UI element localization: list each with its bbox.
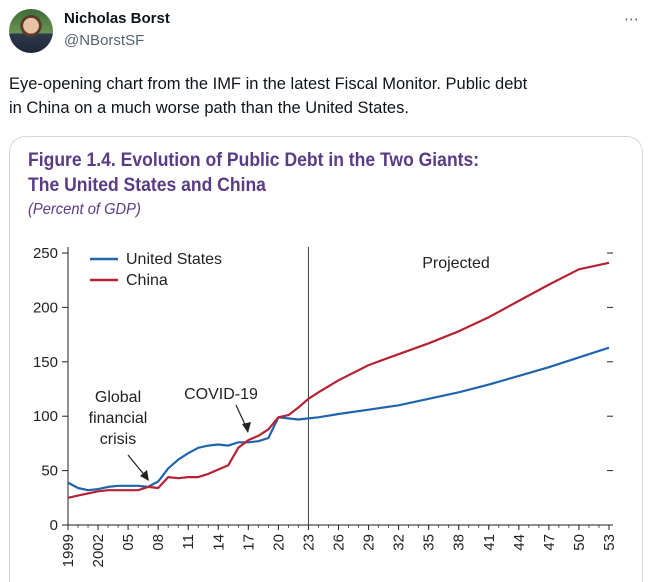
figure-title-line: Figure 1.4. Evolution of Public Debt in … <box>28 149 480 171</box>
x-tick-label: 35 <box>421 534 438 551</box>
gfc-annotation-line: financial <box>89 410 148 427</box>
avatar[interactable] <box>9 9 53 53</box>
y-tick-label: 200 <box>33 299 58 316</box>
x-tick-label: 47 <box>541 534 558 551</box>
x-tick-label: 38 <box>451 534 468 551</box>
china-debt-line <box>67 261 610 499</box>
legend-label-us: United States <box>126 251 222 268</box>
x-tick-label: 32 <box>391 534 408 551</box>
x-tick-label: 17 <box>240 534 257 551</box>
more-options-icon[interactable]: ⋯ <box>624 11 640 28</box>
x-tick-label: 41 <box>481 534 498 551</box>
x-tick-label: 1999 <box>60 534 77 567</box>
author-name[interactable]: Nicholas Borst <box>64 10 170 27</box>
x-tick-label: 08 <box>150 534 167 551</box>
y-tick-label: 250 <box>33 245 58 262</box>
figure-subtitle: (Percent of GDP) <box>28 201 141 218</box>
covid-arrowhead <box>242 422 251 433</box>
y-tick-label: 50 <box>41 463 58 480</box>
projected-label: Projected <box>422 255 490 272</box>
y-tick-label: 0 <box>50 517 58 534</box>
x-tick-label: 20 <box>270 534 287 551</box>
x-tick-label: 11 <box>180 534 197 550</box>
gfc-annotation-line: Global <box>95 389 141 406</box>
x-tick-label: 23 <box>300 534 317 551</box>
x-tick-label: 53 <box>601 534 618 551</box>
x-tick-label: 29 <box>361 534 378 551</box>
author-handle[interactable]: @NBorstSF <box>64 32 145 49</box>
us-debt-line <box>67 346 610 492</box>
gfc-arrow <box>127 454 147 478</box>
gfc-annotation-line: crisis <box>100 431 136 448</box>
chart-image[interactable]: Figure 1.4. Evolution of Public Debt in … <box>9 136 643 582</box>
tweet-text-line: Eye-opening chart from the IMF in the la… <box>9 75 528 93</box>
gfc-arrowhead <box>140 470 149 481</box>
x-tick-label: 44 <box>511 534 528 551</box>
x-tick-label: 14 <box>210 534 227 551</box>
x-tick-label: 05 <box>120 534 137 551</box>
figure-title-line: The United States and China <box>28 174 266 196</box>
debt-chart: 0 50 100 150 200 250 1999 2002 05 08 11 14 17 20 23 26 2… <box>33 245 618 567</box>
y-tick-label: 100 <box>33 408 58 425</box>
covid-annotation: COVID-19 <box>184 386 258 403</box>
tweet-text: Eye-opening chart from the IMF in the la… <box>9 72 639 120</box>
x-tick-label: 50 <box>571 534 588 551</box>
x-tick-label: 2002 <box>90 534 107 567</box>
x-tick-label: 26 <box>331 534 348 551</box>
legend-label-china: China <box>126 272 168 289</box>
figure-title: Figure 1.4. Evolution of Public Debt in … <box>28 148 568 198</box>
y-tick-label: 150 <box>33 354 58 371</box>
tweet-text-line: in China on a much worse path than the U… <box>9 99 409 117</box>
